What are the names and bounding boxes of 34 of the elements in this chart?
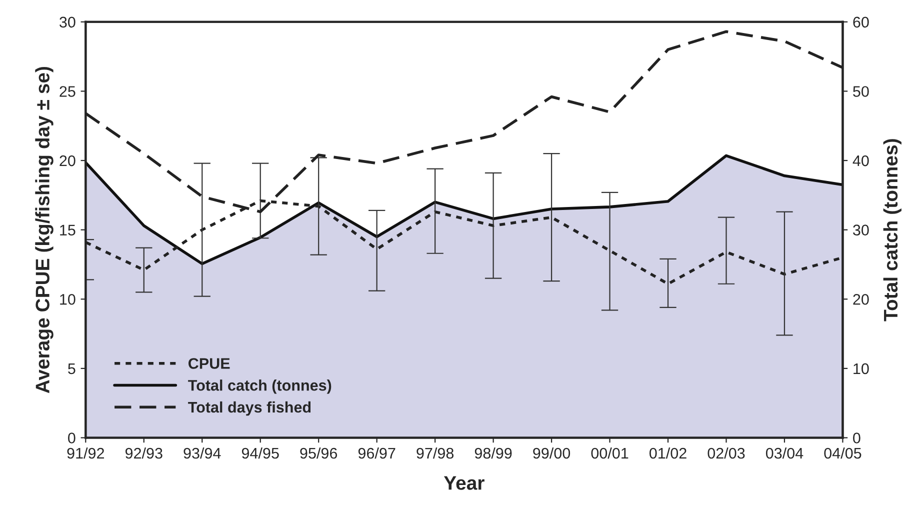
x-tick-label: 04/05 [824,447,862,459]
y2-axis-title: Total catch (tonnes) [883,139,902,322]
y-tick-label: 10 [60,294,76,305]
y-tick-label: 25 [60,86,76,97]
x-tick-label: 00/01 [591,447,628,459]
x-tick-label: 97/98 [416,447,454,459]
x-tick-label: 01/02 [649,447,686,459]
y-axis-title: Average CPUE (kg/fishing day ± se) [35,66,54,394]
x-tick-label: 03/04 [766,447,804,459]
x-tick-label: 99/00 [533,447,570,459]
y2-tick-label: 40 [852,155,869,166]
y2-tick-label: 30 [853,224,869,236]
legend-label: Total days fished [188,401,311,416]
y-tick-label: 20 [60,155,76,166]
y-tick-label: 0 [68,432,76,444]
x-tick-label: 98/99 [474,447,512,459]
legend-label: Total catch (tonnes) [188,380,332,394]
legend-label: CPUE [188,358,230,369]
x-tick-label: 94/95 [242,447,279,459]
y-tick-label: 15 [60,224,76,236]
y2-tick-label: 50 [853,86,869,97]
x-tick-label: 91/92 [67,447,104,459]
y-tick-label: 5 [68,363,76,374]
y2-tick-label: 20 [853,294,869,305]
y2-tick-label: 10 [854,363,869,374]
x-tick-label: 92/93 [125,447,162,459]
x-tick-label: 93/94 [184,447,221,459]
y2-tick-label: 0 [853,432,860,444]
x-tick-label: 02/03 [708,447,745,459]
y-tick-label: 30 [60,16,76,28]
x-axis-title: Year [444,476,484,490]
y2-tick-label: 60 [853,16,869,28]
x-tick-label: 96/97 [358,447,396,459]
x-tick-label: 95/96 [300,447,338,459]
